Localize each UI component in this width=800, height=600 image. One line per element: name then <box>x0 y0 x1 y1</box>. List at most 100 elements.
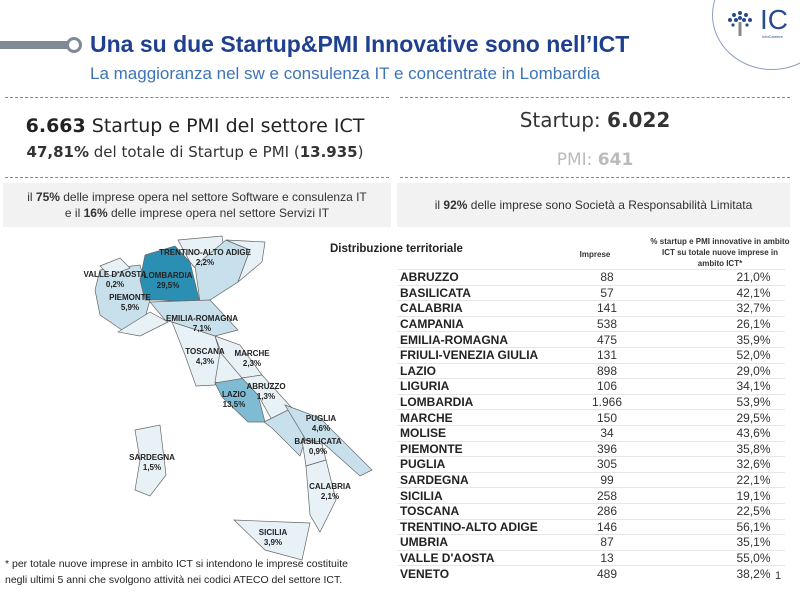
table-row: MOLISE 34 43,6% <box>397 424 785 441</box>
map-label-percent: 0,2% <box>105 280 125 289</box>
percent-cell: 52,0% <box>736 348 771 363</box>
map-label-percent: 4,3% <box>195 357 215 366</box>
map-label-region: CALABRIA <box>309 482 351 491</box>
percent-cell: 55,0% <box>736 550 771 565</box>
pmi-kpi: PMI: 641 <box>400 150 790 170</box>
table-row: ABRUZZO 88 21,0% <box>397 269 785 285</box>
map-label: ABRUZZO 1,3% <box>246 382 285 402</box>
percent-cell: 35,8% <box>736 441 771 456</box>
percent-cell: 53,9% <box>736 395 771 410</box>
imprese-cell: 1.966 <box>591 395 623 410</box>
map-label-percent: 3,9% <box>263 538 283 547</box>
map-label: VALLE D'AOSTA 0,2% <box>84 270 147 290</box>
title-bar-decoration <box>0 41 72 49</box>
table-title: Distribuzione territoriale <box>330 243 463 255</box>
table-row: SICILIA 258 19,1% <box>397 487 785 503</box>
map-label-percent: 1,3% <box>256 392 276 401</box>
t: 75% <box>35 190 60 204</box>
region-cell: FRIULI-VENEZIA GIULIA <box>400 348 539 363</box>
pmi-label: PMI: <box>556 150 598 170</box>
percent-cell: 32,6% <box>736 457 771 472</box>
imprese-cell: 13 <box>600 550 614 565</box>
share-value: 47,81% <box>26 143 90 161</box>
map-label-region: TOSCANA <box>185 347 225 356</box>
map-label: SARDEGNA 1,5% <box>129 453 175 473</box>
map-label-region: BASILICATA <box>294 437 342 446</box>
logo-subtext: InfoCamere <box>762 34 783 39</box>
footnote-line: negli ultimi 5 anni che svolgono attivit… <box>5 574 343 586</box>
region-cell: LOMBARDIA <box>400 395 474 410</box>
divider <box>400 97 790 98</box>
percent-cell: 35,9% <box>736 332 771 347</box>
footnote: * per totale nuove imprese in ambito ICT… <box>5 556 348 588</box>
tree-logo-icon <box>728 11 752 36</box>
map-label-region: MARCHE <box>234 349 270 358</box>
t: delle imprese opera nel settore Software… <box>59 190 367 204</box>
percent-cell: 34,1% <box>736 379 771 394</box>
table-row: PUGLIA 305 32,6% <box>397 456 785 472</box>
percent-cell: 35,1% <box>736 535 771 550</box>
imprese-cell: 489 <box>596 566 618 581</box>
region-cell: LIGURIA <box>400 379 450 394</box>
map-label: CALABRIA 2,1% <box>309 482 351 502</box>
imprese-cell: 141 <box>596 301 618 316</box>
percent-cell: 22,5% <box>736 504 771 519</box>
percent-cell: 19,1% <box>736 488 771 503</box>
map-label: BASILICATA 0,9% <box>294 437 341 457</box>
region-cell: CALABRIA <box>400 301 463 316</box>
startup-kpi: Startup: 6.022 <box>400 108 790 132</box>
map-label-region: PIEMONTE <box>109 293 151 302</box>
divider <box>5 177 389 178</box>
page-number: 1 <box>775 570 782 582</box>
region-liguria <box>117 311 169 337</box>
legal-form-note: il 92% delle imprese sono Società a Resp… <box>397 183 790 227</box>
share-label: del totale di Startup e PMI ( <box>89 143 300 161</box>
percent-cell: 22,1% <box>736 473 771 488</box>
table-row: LOMBARDIA 1.966 53,9% <box>397 393 785 410</box>
map-label-region: LAZIO <box>222 390 246 399</box>
ict-total-label: Startup e PMI del settore ICT <box>85 115 365 137</box>
table-row: EMILIA-ROMAGNA 475 35,9% <box>397 331 785 347</box>
map-label-region: SICILIA <box>258 528 288 537</box>
sector-note: il 75% delle imprese opera nel settore S… <box>3 183 391 227</box>
map-label: PUGLIA 4,6% <box>306 414 336 434</box>
map-label-percent: 2,2% <box>195 258 215 267</box>
column-header-imprese: Imprese <box>579 250 611 259</box>
map-label: LAZIO 13,5% <box>222 390 246 410</box>
startup-label: Startup: <box>519 108 608 132</box>
footnote-line: * per totale nuove imprese in ambito ICT… <box>5 558 348 570</box>
t: delle imprese opera nel settore Servizi … <box>107 206 330 220</box>
region-cell: MARCHE <box>400 410 453 425</box>
map-label-percent: 29,5% <box>156 281 180 290</box>
t: 16% <box>83 206 108 220</box>
percent-cell: 21,0% <box>736 270 771 285</box>
table-row: VENETO 489 38,2% <box>397 565 785 581</box>
region-cell: UMBRIA <box>400 535 448 550</box>
share-close: ) <box>357 143 364 161</box>
table-row: CAMPANIA 538 26,1% <box>397 315 785 332</box>
percent-cell: 38,2% <box>736 566 771 581</box>
region-cell: ABRUZZO <box>400 270 459 285</box>
logo-text: IC <box>760 4 788 35</box>
table-row: BASILICATA 57 42,1% <box>397 284 785 301</box>
map-label-percent: 13,5% <box>222 400 246 409</box>
map-label-region: ABRUZZO <box>246 382 286 391</box>
page-title: Una su due Startup&PMI Innovative sono n… <box>90 31 630 57</box>
map-label-region: SARDEGNA <box>129 453 175 462</box>
imprese-cell: 99 <box>600 473 614 488</box>
map-label-region: LOMBARDIA <box>143 271 193 280</box>
percent-cell: 29,0% <box>736 363 771 378</box>
t: e il <box>64 206 84 220</box>
pmi-value: 641 <box>597 150 634 170</box>
t: 92% <box>443 198 468 212</box>
imprese-cell: 146 <box>596 519 618 534</box>
map-label-percent: 2,3% <box>242 359 262 368</box>
map-label: EMILIA-ROMAGNA 7,1% <box>166 314 238 334</box>
imprese-cell: 305 <box>596 457 618 472</box>
imprese-cell: 34 <box>600 426 614 441</box>
table-row: LIGURIA 106 34,1% <box>397 378 785 394</box>
t: delle imprese sono Società a Responsabil… <box>467 198 753 212</box>
table-row: MARCHE 150 29,5% <box>397 409 785 425</box>
map-label-region: TRENTINO-ALTO ADIGE <box>159 248 251 257</box>
region-cell: PUGLIA <box>400 457 446 472</box>
